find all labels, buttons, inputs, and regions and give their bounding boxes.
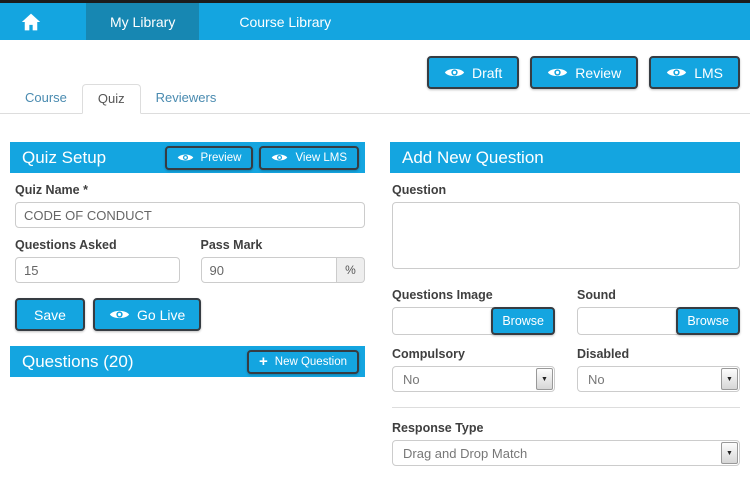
nav-tab-course-library[interactable]: Course Library bbox=[239, 13, 332, 30]
save-button[interactable]: Save bbox=[15, 298, 85, 331]
go-live-button[interactable]: Go Live bbox=[93, 298, 202, 331]
disabled-label: Disabled bbox=[577, 347, 630, 361]
add-question-header: Add New Question bbox=[390, 142, 740, 173]
page-tabs: Course Quiz Reviewers bbox=[0, 84, 750, 114]
draft-button-label: Draft bbox=[471, 64, 503, 81]
questions-asked-input[interactable] bbox=[15, 257, 180, 283]
top-navigation-bar: My Library Course Library bbox=[0, 0, 750, 40]
save-button-label: Save bbox=[34, 306, 66, 323]
view-lms-button-label: View LMS bbox=[295, 151, 347, 164]
preview-button-label: Preview bbox=[200, 151, 242, 164]
compulsory-selected-value: No bbox=[403, 371, 420, 387]
disabled-select[interactable]: No ▼ bbox=[577, 366, 740, 392]
add-question-form: Question Questions Image Browse Sound Br… bbox=[390, 183, 740, 466]
review-button[interactable]: Review bbox=[530, 56, 639, 89]
compulsory-select[interactable]: No ▼ bbox=[392, 366, 555, 392]
eye-icon bbox=[548, 68, 568, 77]
add-question-panel: Add New Question Question Questions Imag… bbox=[390, 142, 740, 466]
review-button-label: Review bbox=[575, 64, 622, 81]
quiz-setup-panel: Quiz Setup Preview View LMS bbox=[10, 142, 365, 466]
home-button[interactable] bbox=[0, 3, 62, 40]
questions-image-field: Questions Image Browse bbox=[392, 278, 555, 335]
plus-icon: + bbox=[259, 353, 268, 370]
sound-label: Sound bbox=[577, 288, 616, 302]
lms-button[interactable]: LMS bbox=[649, 56, 740, 89]
chevron-down-icon: ▼ bbox=[536, 368, 553, 390]
questions-section-header: Questions (20) + New Question bbox=[10, 346, 365, 377]
quiz-setup-title: Quiz Setup bbox=[22, 147, 107, 167]
preview-button[interactable]: Preview bbox=[164, 145, 254, 170]
pass-mark-input[interactable] bbox=[200, 257, 337, 283]
draft-button[interactable]: Draft bbox=[426, 56, 520, 89]
percent-addon: % bbox=[337, 257, 365, 283]
pass-mark-field: Pass Mark % bbox=[200, 228, 365, 283]
chevron-down-icon: ▼ bbox=[721, 368, 738, 390]
go-live-button-label: Go Live bbox=[137, 306, 186, 323]
eye-icon bbox=[444, 68, 465, 77]
question-textarea[interactable] bbox=[392, 202, 740, 269]
view-buttons-row: Draft Review LMS bbox=[426, 56, 740, 89]
quiz-setup-form: Quiz Name * Questions Asked Pass Mark % bbox=[10, 183, 365, 331]
main-content: Quiz Setup Preview View LMS bbox=[10, 142, 740, 466]
question-label: Question bbox=[392, 183, 447, 197]
sound-browse-button[interactable]: Browse bbox=[676, 307, 740, 335]
quiz-name-label: Quiz Name * bbox=[15, 183, 88, 197]
quiz-setup-header: Quiz Setup Preview View LMS bbox=[10, 142, 365, 173]
section-divider bbox=[392, 407, 740, 408]
tab-reviewers[interactable]: Reviewers bbox=[155, 90, 217, 105]
quiz-setup-actions: Save Go Live bbox=[15, 298, 365, 331]
add-question-title: Add New Question bbox=[402, 147, 544, 167]
quiz-name-input[interactable] bbox=[15, 202, 365, 228]
new-question-button[interactable]: + New Question bbox=[247, 349, 359, 374]
pass-mark-label: Pass Mark bbox=[200, 238, 263, 252]
lms-button-label: LMS bbox=[694, 64, 723, 81]
tab-course[interactable]: Course bbox=[25, 90, 67, 105]
response-type-selected-value: Drag and Drop Match bbox=[403, 445, 528, 461]
eye-icon bbox=[272, 154, 288, 161]
eye-icon bbox=[667, 68, 687, 77]
questions-asked-field: Questions Asked bbox=[15, 228, 180, 283]
sound-input[interactable] bbox=[577, 307, 679, 335]
compulsory-field: Compulsory No ▼ bbox=[392, 337, 555, 392]
tab-quiz[interactable]: Quiz bbox=[81, 84, 141, 114]
chevron-down-icon: ▼ bbox=[721, 442, 738, 464]
nav-tab-my-library[interactable]: My Library bbox=[86, 3, 200, 40]
sound-field: Sound Browse bbox=[577, 278, 740, 335]
disabled-selected-value: No bbox=[588, 371, 605, 387]
questions-image-label: Questions Image bbox=[392, 288, 493, 302]
questions-section-title: Questions (20) bbox=[22, 351, 134, 371]
questions-asked-label: Questions Asked bbox=[15, 238, 117, 252]
questions-image-input[interactable] bbox=[392, 307, 494, 335]
compulsory-label: Compulsory bbox=[392, 347, 465, 361]
response-type-label: Response Type bbox=[392, 421, 484, 435]
eye-icon bbox=[177, 154, 193, 161]
eye-icon bbox=[109, 310, 130, 319]
disabled-field: Disabled No ▼ bbox=[577, 337, 740, 392]
response-type-select[interactable]: Drag and Drop Match ▼ bbox=[392, 440, 740, 466]
home-icon bbox=[21, 13, 41, 30]
quiz-setup-header-buttons: Preview View LMS bbox=[164, 145, 359, 170]
new-question-button-label: New Question bbox=[274, 355, 347, 368]
view-lms-button[interactable]: View LMS bbox=[259, 145, 359, 170]
questions-image-browse-button[interactable]: Browse bbox=[491, 307, 555, 335]
